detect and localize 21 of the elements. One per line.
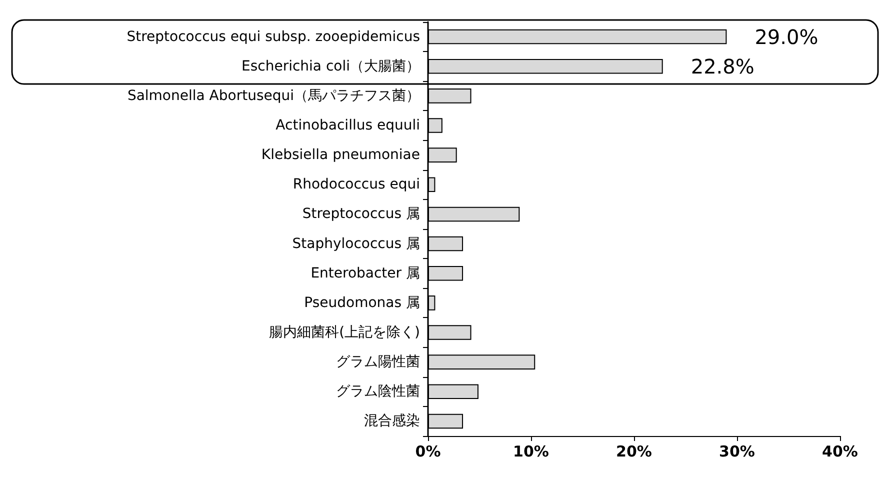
x-tick-label: 30% (719, 442, 755, 460)
y-tick-label: 腸内細菌科(上記を除く) (269, 324, 420, 340)
x-tick-label: 20% (616, 442, 652, 460)
y-tick-label: 混合感染 (364, 413, 420, 430)
x-tick-label: 40% (822, 442, 858, 460)
x-tick-label: 10% (513, 442, 549, 460)
y-tick-label: Actinobacillus equuli (276, 118, 420, 134)
y-tick-label: Salmonella Abortusequi（馬パラチフス菌） (127, 88, 420, 104)
x-tick-label: 0% (415, 442, 441, 460)
y-tick-label: グラム陽性菌 (336, 354, 420, 370)
y-tick-label: Rhodococcus equi (292, 176, 420, 193)
y-tick-label: Pseudomonas 属 (304, 294, 420, 311)
data-label: 29.0% (754, 24, 818, 49)
y-tick-label: グラム陰性菌 (336, 384, 420, 400)
data-label: 22.8% (690, 54, 754, 78)
y-tick-label: Enterobacter 属 (310, 265, 420, 282)
y-tick-label: Staphylococcus 属 (292, 236, 420, 252)
y-tick-label: Klebsiella pneumoniae (261, 147, 420, 164)
y-tick-label: Escherichia coli（大腸菌） (242, 58, 420, 74)
y-tick-label: Streptococcus equi subsp. zooepidemicus (126, 28, 420, 45)
y-tick-label: Streptococcus 属 (302, 206, 420, 222)
